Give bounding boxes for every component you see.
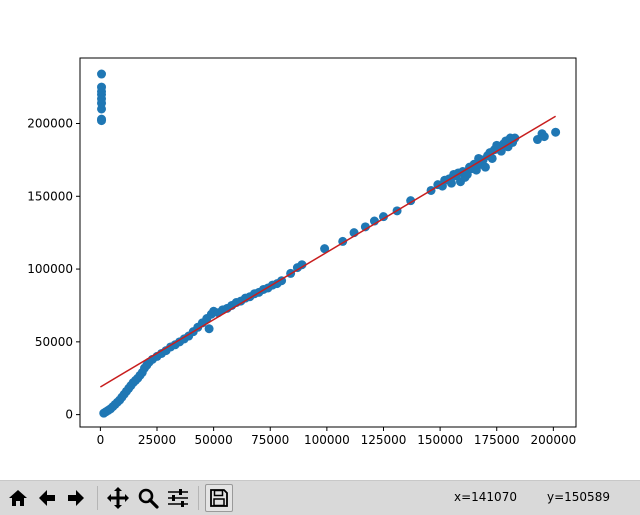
cursor-y-readout: y=150589 bbox=[547, 490, 610, 504]
cursor-x-readout: x=141070 bbox=[454, 490, 517, 504]
scatter-point bbox=[97, 82, 107, 92]
x-axis: 0 25000 50000 75000 100000 125000 150000 175000… bbox=[97, 427, 576, 447]
y-axis: 0 50000 100000 150000 200000 bbox=[27, 117, 80, 422]
scatter-point bbox=[539, 132, 549, 142]
axes-frame bbox=[79, 57, 577, 428]
scatter-point bbox=[97, 69, 107, 79]
scatter-point bbox=[446, 178, 456, 188]
navigation-toolbar: x=141070 y=150589 bbox=[0, 480, 640, 515]
toolbar-separator bbox=[97, 486, 98, 510]
x-tick-label: 125000 bbox=[361, 433, 407, 447]
x-tick-label: 75000 bbox=[251, 433, 289, 447]
back-button[interactable] bbox=[33, 484, 61, 512]
x-tick-label: 25000 bbox=[138, 433, 176, 447]
plot-marks bbox=[97, 69, 561, 418]
floppy-disk-icon bbox=[210, 489, 228, 507]
scatter-point bbox=[297, 260, 307, 270]
toolbar-separator bbox=[198, 486, 199, 510]
scatter-point bbox=[320, 244, 330, 254]
home-button[interactable] bbox=[4, 484, 32, 512]
save-button[interactable] bbox=[205, 484, 233, 512]
scatter-point bbox=[360, 222, 370, 232]
move-icon bbox=[107, 487, 129, 509]
x-tick-label: 175000 bbox=[474, 433, 520, 447]
x-tick-label: 50000 bbox=[195, 433, 233, 447]
x-tick-label: 100000 bbox=[304, 433, 350, 447]
scatter-point bbox=[496, 146, 506, 156]
home-icon bbox=[9, 490, 27, 506]
scatter-point bbox=[204, 324, 214, 334]
y-tick-label: 150000 bbox=[27, 189, 73, 203]
x-tick-label: 200000 bbox=[530, 433, 576, 447]
arrow-right-icon bbox=[68, 490, 84, 506]
scatter-point bbox=[510, 133, 520, 143]
figure-canvas: 0 25000 50000 75000 100000 125000 150000 175000… bbox=[27, 57, 577, 447]
scatter-point bbox=[487, 153, 497, 163]
configure-subplots-button[interactable] bbox=[164, 484, 192, 512]
forward-button[interactable] bbox=[62, 484, 90, 512]
arrow-left-icon bbox=[39, 490, 55, 506]
fit-line bbox=[100, 115, 556, 388]
scatter-point bbox=[97, 114, 107, 124]
scatter-point bbox=[378, 212, 388, 222]
zoom-button[interactable] bbox=[134, 484, 162, 512]
magnifier-icon bbox=[138, 488, 159, 509]
y-tick-label: 50000 bbox=[35, 335, 73, 349]
scatter-point bbox=[551, 127, 561, 137]
sliders-icon bbox=[168, 489, 188, 507]
x-tick-label: 0 bbox=[97, 433, 105, 447]
x-tick-label: 150000 bbox=[417, 433, 463, 447]
y-tick-label: 200000 bbox=[27, 117, 73, 131]
pan-button[interactable] bbox=[104, 484, 132, 512]
y-tick-label: 100000 bbox=[27, 262, 73, 276]
y-tick-label: 0 bbox=[65, 408, 73, 422]
scatter-point bbox=[480, 162, 490, 172]
